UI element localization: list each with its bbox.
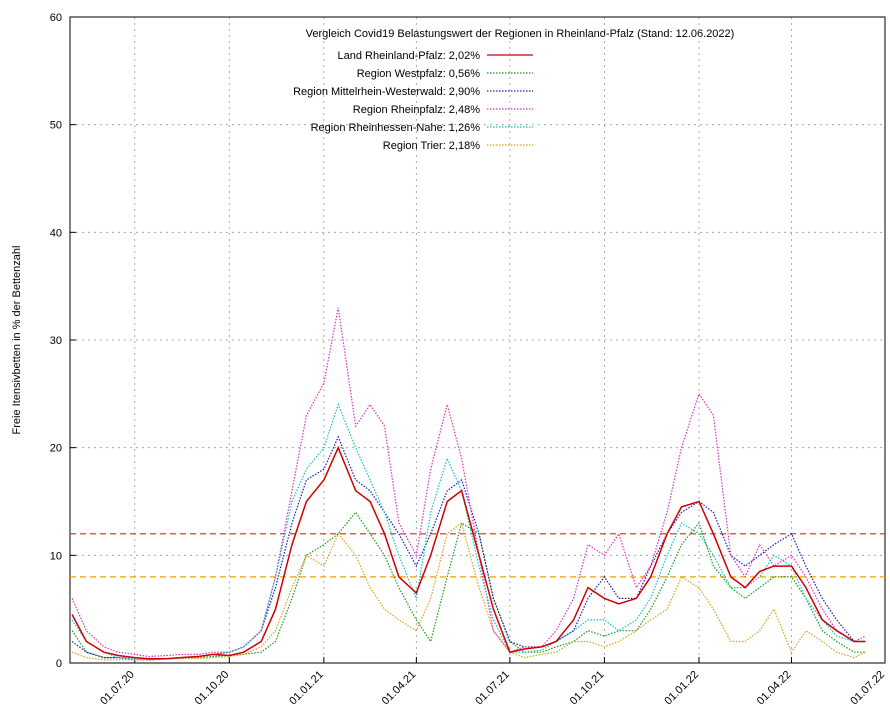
y-tick-label: 0 [56,658,62,670]
x-tick-label: 01.04.21 [380,669,419,708]
series-line [71,521,866,661]
x-tick-label: 01.10.20 [193,669,232,708]
x-tick-label: 01.01.21 [287,669,326,708]
plot-border [69,16,886,664]
legend-label: Region Rheinhessen-Nahe: 1,26% [311,122,481,134]
x-tick-label: 01.07.20 [98,669,137,708]
x-tick-label: 01.10.21 [568,669,607,708]
x-tick-label: 01.07.21 [473,669,512,708]
y-tick-label: 40 [50,227,62,239]
legend-label: Region Rheinpfalz: 2,48% [353,104,480,116]
y-tick-label: 10 [50,550,62,562]
legend-label: Region Mittelrhein-Westerwald: 2,90% [293,86,480,98]
x-tick-label: 01.01.22 [662,669,701,708]
y-tick-label: 50 [50,120,62,132]
legend-title: Vergleich Covid19 Belastungswert der Reg… [306,28,735,40]
x-tick-label: 01.07.22 [848,669,887,708]
legend-label: Region Westpfalz: 0,56% [357,68,481,80]
legend-label: Region Trier: 2,18% [383,140,480,152]
legend-label: Land Rheinland-Pfalz: 2,02% [338,50,481,62]
series-line [71,445,866,660]
series-line [71,307,866,658]
series-line [71,511,866,661]
y-tick-label: 20 [50,443,62,455]
y-axis-label: Freie Itensivbetten in % der Bettenzahl [11,246,23,435]
series-line [71,402,866,661]
x-tick-label: 01.04.22 [755,669,794,708]
y-tick-label: 30 [50,335,62,347]
y-tick-label: 60 [50,12,62,24]
